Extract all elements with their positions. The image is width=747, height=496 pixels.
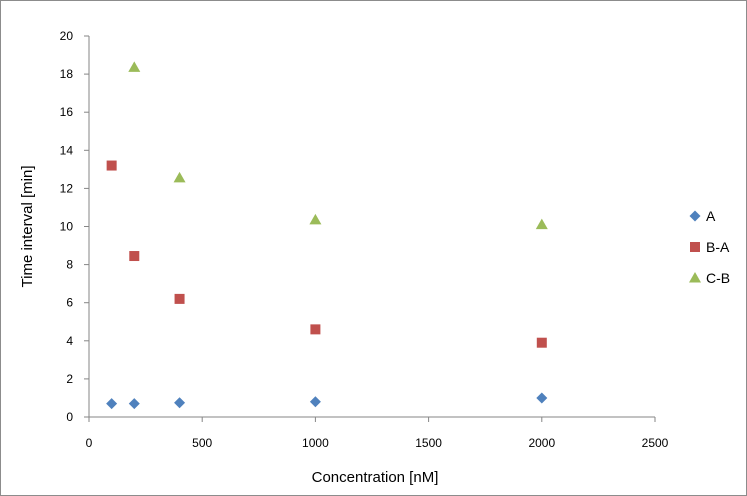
legend-marker [689, 272, 701, 283]
y-tick-label: 14 [60, 143, 74, 157]
legend-label: C-B [706, 270, 730, 286]
y-tick-label: 8 [66, 258, 73, 272]
y-tick-label: 4 [66, 334, 73, 348]
y-tick-label: 10 [60, 220, 74, 234]
data-point [536, 392, 548, 404]
x-tick-label: 500 [192, 436, 212, 450]
data-point [128, 61, 141, 72]
data-point [310, 324, 321, 335]
data-point [309, 396, 321, 408]
legend-label: B-A [706, 239, 730, 255]
y-tick-label: 0 [66, 410, 73, 424]
data-point [174, 293, 185, 304]
y-tick-label: 2 [66, 372, 73, 386]
legend-marker [690, 242, 700, 252]
y-tick-label: 18 [60, 67, 74, 81]
tick-labels: 0 2 4 6 8 10 12 14 16 18 20 0 500 1000 1500 2000 2500 [60, 29, 669, 450]
series-a [106, 392, 548, 410]
x-tick-label: 0 [86, 436, 93, 450]
x-tick-label: 2500 [642, 436, 669, 450]
y-axis-title: Time interval [min] [19, 166, 36, 288]
data-point [129, 251, 140, 262]
data-point [106, 160, 117, 171]
legend-label: A [706, 208, 716, 224]
y-tick-label: 16 [60, 105, 74, 119]
series-b-a [106, 160, 547, 348]
axes [84, 35, 656, 422]
y-tick-label: 12 [60, 181, 74, 195]
y-tick-label: 6 [66, 296, 73, 310]
y-tick-label: 20 [60, 29, 74, 43]
data-point [309, 213, 322, 225]
x-tick-label: 1500 [415, 436, 442, 450]
x-tick-label: 1000 [302, 436, 329, 450]
data-point [173, 171, 186, 183]
data-point [535, 218, 548, 230]
data-point [174, 397, 186, 409]
data-point [106, 398, 118, 410]
data-point [536, 337, 547, 348]
legend-marker [689, 210, 701, 222]
x-tick-label: 2000 [528, 436, 555, 450]
data-point [128, 398, 140, 410]
legend: A B-A C-B [689, 208, 730, 286]
x-axis-title: Concentration [nM] [312, 469, 439, 486]
data-points [106, 61, 548, 410]
series-c-b [128, 61, 548, 230]
